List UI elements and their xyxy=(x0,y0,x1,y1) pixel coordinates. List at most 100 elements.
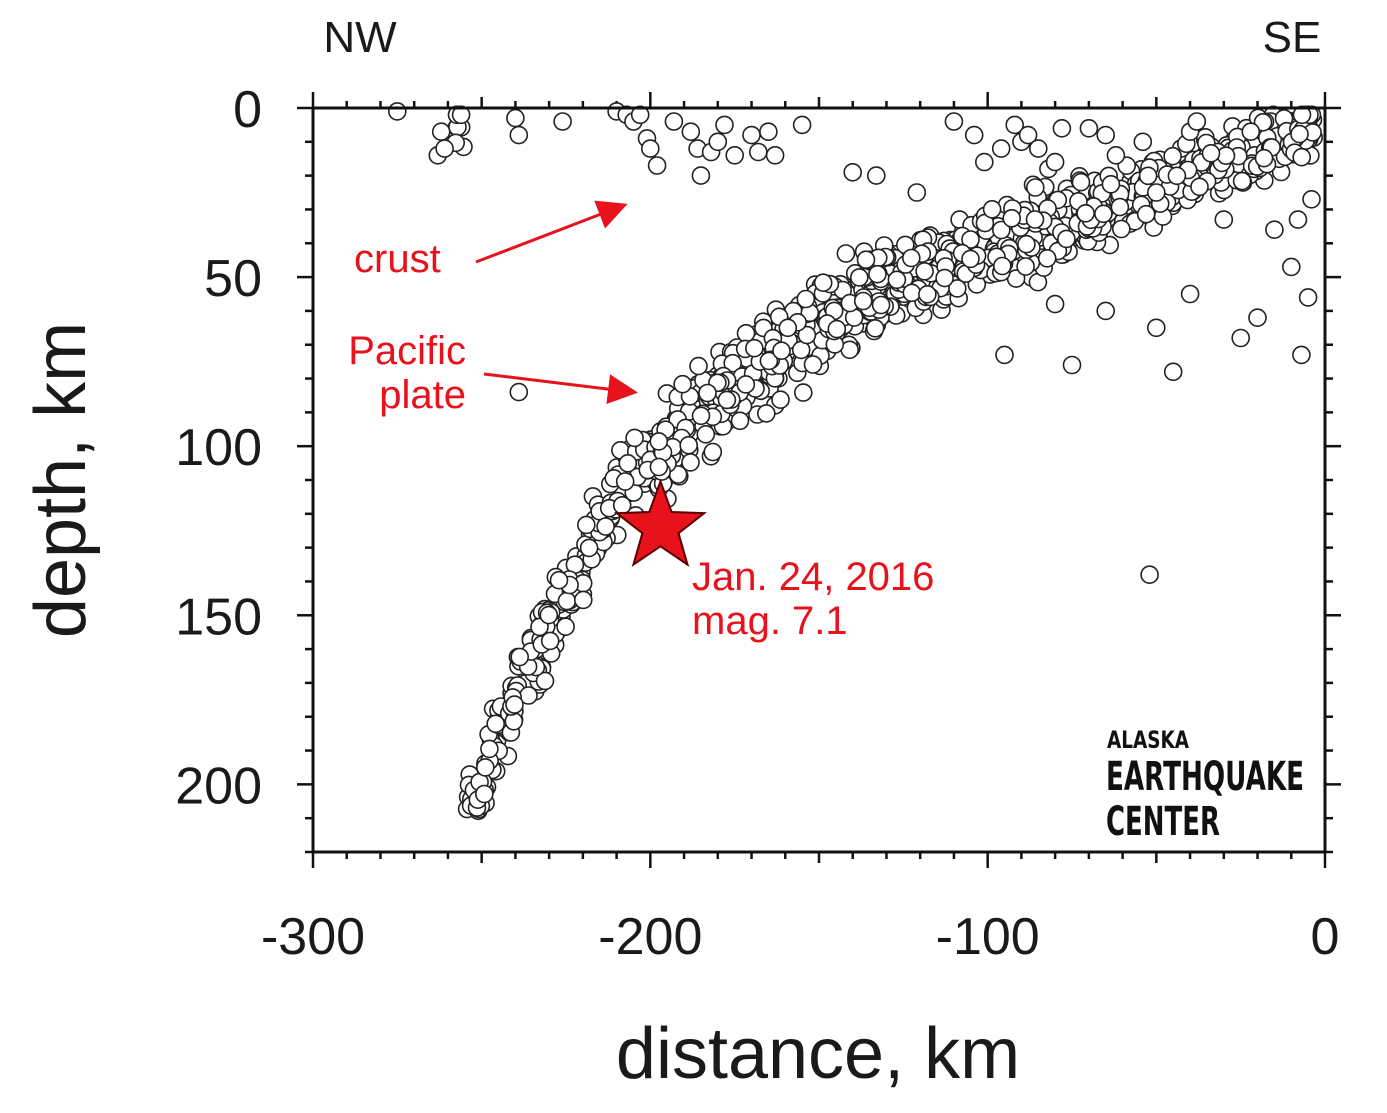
earthquake-point xyxy=(866,166,886,185)
pacific-annotation-line1: Pacific xyxy=(348,329,466,373)
earthquake-point xyxy=(486,714,506,734)
crust-annotation: crust xyxy=(354,237,441,281)
y-tick-label: 50 xyxy=(204,250,262,308)
earthquake-point xyxy=(689,356,708,376)
earthquake-point xyxy=(698,383,717,403)
earthquake-point xyxy=(1062,355,1082,375)
earthquake-point xyxy=(612,495,632,515)
earthquake-point xyxy=(803,355,823,374)
earthquake-point xyxy=(1190,177,1209,197)
earthquake-point xyxy=(1101,175,1121,194)
earthquake-point xyxy=(1133,132,1153,152)
earthquake-point xyxy=(535,671,555,691)
earthquake-point xyxy=(868,264,887,284)
earthquake-point xyxy=(576,515,596,535)
earthquake-point xyxy=(1231,328,1250,348)
y-tick-label: 150 xyxy=(175,588,262,646)
earthquake-point xyxy=(1071,172,1091,192)
earthquake-point xyxy=(871,295,891,315)
earthquake-point xyxy=(991,220,1011,240)
earthquake-point xyxy=(1025,210,1045,229)
earthquake-point xyxy=(505,695,524,714)
earthquake-point xyxy=(1180,284,1200,304)
earthquake-point xyxy=(1018,125,1038,145)
earthquake-point xyxy=(717,390,737,410)
earthquake-point xyxy=(1232,171,1252,191)
mainshock-magnitude-label: mag. 7.1 xyxy=(692,599,848,643)
earthquake-point xyxy=(573,590,593,610)
earthquake-point xyxy=(1288,210,1308,229)
earthquake-point xyxy=(435,139,454,158)
earthquake-point xyxy=(540,631,560,651)
earthquake-point xyxy=(1214,210,1234,229)
direction-label-nw: NW xyxy=(323,13,397,62)
earthquake-point xyxy=(679,435,699,455)
earthquake-point xyxy=(647,156,667,175)
earthquake-point xyxy=(696,424,716,444)
x-tick-label: -100 xyxy=(936,908,1040,966)
earthquake-point xyxy=(995,345,1014,365)
earthquake-point xyxy=(557,591,577,611)
earthquake-point xyxy=(961,230,980,249)
earthquake-point xyxy=(1106,146,1126,165)
earthquake-point xyxy=(827,319,847,339)
earthquake-point xyxy=(902,283,922,303)
tick-labels: -300 -200 -100 0 0 50 100 150 200 xyxy=(175,81,1339,966)
earthquake-point xyxy=(596,517,615,536)
earthquake-point xyxy=(792,115,812,135)
earthquake-point xyxy=(1140,565,1159,585)
pacific-annotation-line2: plate xyxy=(379,373,466,417)
earthquake-point xyxy=(451,105,471,125)
earthquake-point xyxy=(797,325,817,345)
earthquake-point xyxy=(723,353,743,373)
earthquake-point xyxy=(964,125,984,145)
earthquake-point xyxy=(549,570,569,590)
earthquake-point xyxy=(1076,204,1095,223)
earthquake-point xyxy=(992,256,1012,276)
earthquake-point xyxy=(918,284,937,304)
earthquake-point xyxy=(1045,152,1065,172)
earthquake-point xyxy=(982,200,1002,219)
earthquake-point xyxy=(1052,119,1072,138)
y-tick-label: 200 xyxy=(175,757,262,815)
earthquake-point xyxy=(901,248,921,268)
earthquake-point xyxy=(579,538,599,558)
earthquake-point xyxy=(673,374,692,394)
earthquake-points xyxy=(387,102,1323,821)
earthquake-point xyxy=(1282,257,1301,277)
earthquake-point xyxy=(991,139,1011,158)
earthquake-point xyxy=(1187,112,1207,131)
earthquake-point xyxy=(715,115,734,135)
earthquake-point xyxy=(759,122,778,141)
earthquake-point xyxy=(649,457,669,477)
direction-label-se: SE xyxy=(1263,13,1322,62)
earthquake-point xyxy=(865,318,885,338)
earthquake-point xyxy=(759,351,779,371)
earthquake-point xyxy=(736,375,756,394)
earthquake-point xyxy=(625,428,644,448)
earthquake-point xyxy=(1292,345,1311,365)
logo-line-alaska: ALASKA xyxy=(1107,726,1189,754)
logo-line-earthquake: EARTHQUAKE xyxy=(1106,754,1304,800)
earthquake-point xyxy=(1163,362,1183,382)
earthquake-point xyxy=(1026,178,1045,197)
y-tick-label: 100 xyxy=(175,419,262,477)
earthquake-point xyxy=(615,472,635,491)
earthquake-point xyxy=(849,268,869,287)
earthquake-point xyxy=(1096,301,1115,321)
earthquake-point xyxy=(730,411,750,431)
earthquake-point xyxy=(1147,318,1166,338)
earthquake-point xyxy=(1248,308,1267,328)
earthquake-point xyxy=(1216,146,1236,165)
earthquake-point xyxy=(1017,234,1036,254)
earthquake-point xyxy=(944,112,964,131)
earthquake-point xyxy=(974,152,994,172)
earthquake-point xyxy=(771,390,790,410)
earthquake-point xyxy=(618,453,638,473)
earthquake-point xyxy=(691,166,711,185)
earthquake-point xyxy=(475,758,495,777)
x-tick-label: -200 xyxy=(598,908,702,966)
earthquake-point xyxy=(506,108,525,128)
earthquake-point xyxy=(1147,183,1166,202)
